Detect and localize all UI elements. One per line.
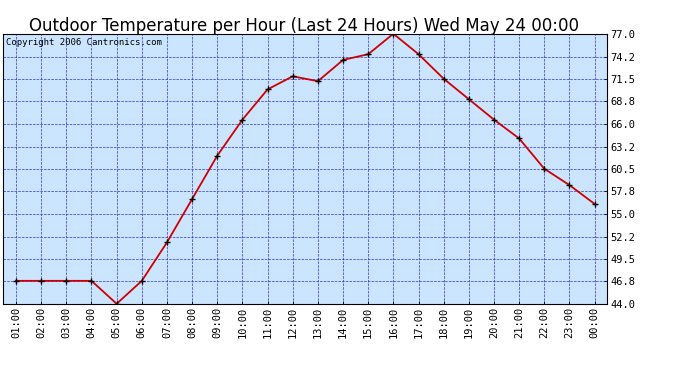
Text: Outdoor Temperature per Hour (Last 24 Hours) Wed May 24 00:00: Outdoor Temperature per Hour (Last 24 Ho… bbox=[28, 17, 579, 35]
Text: Copyright 2006 Cantronics.com: Copyright 2006 Cantronics.com bbox=[6, 38, 162, 47]
